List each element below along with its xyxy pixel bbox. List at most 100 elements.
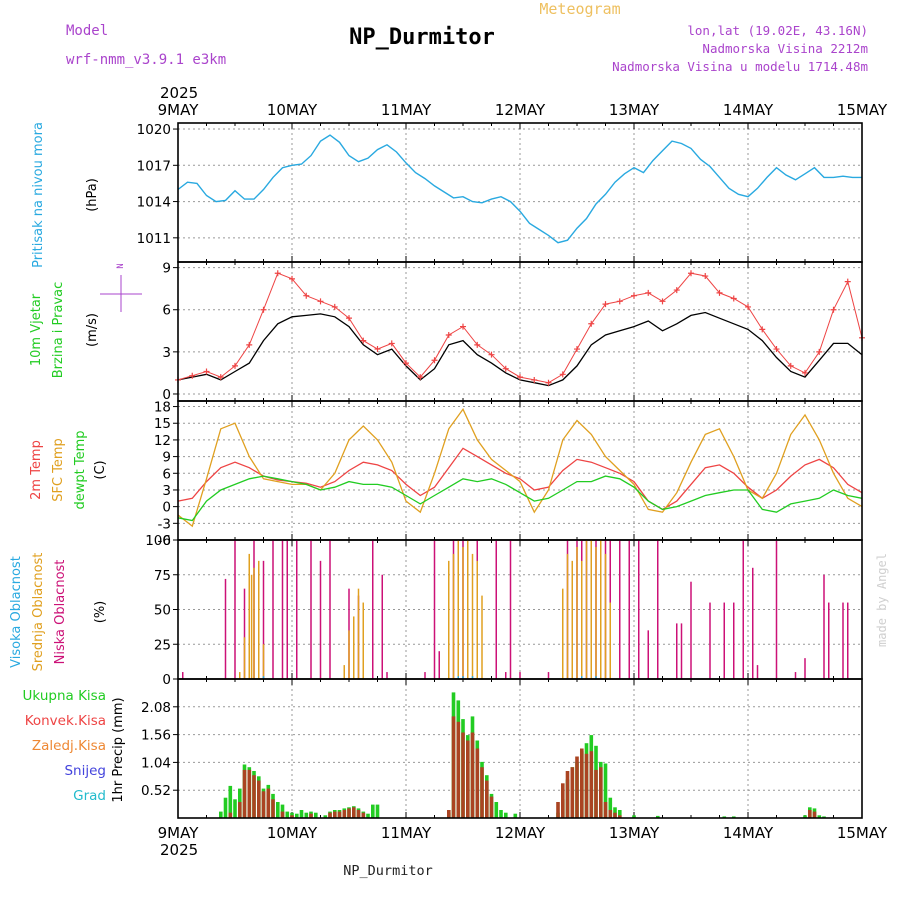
credit-watermark: made by Angel [875,553,889,647]
compass-north: N [116,263,126,268]
gust-marker [445,332,452,339]
gust-marker [759,326,766,333]
pressure-panel: 1011 1014 1017 1020 [137,122,863,263]
cloud-ylabel-3: Niska Oblacnost [53,560,68,665]
total-precip-bar [618,810,622,818]
date-tick-top: 11MAY [381,101,432,119]
y-tick-label: 6 [162,466,171,482]
total-precip-bar [285,811,290,818]
date-tick-top: 13MAY [609,101,660,119]
date-tick-bottom: 15MAY [837,824,888,842]
gust-marker [688,270,694,277]
precip-legend-hail: Grad [73,788,106,804]
total-precip-bar [323,815,328,818]
date-tick-top: 10MAY [267,101,318,119]
date-tick-bottom: 13MAY [609,824,660,842]
conv-precip-bar [261,791,266,818]
gust-marker [730,295,737,302]
temp-ylabel-3: dewpt Temp [73,430,88,509]
total-precip-bar [613,807,617,818]
gust-marker [346,315,352,322]
date-tick-top: 9MAY [158,101,200,119]
conv-precip-bar [475,748,480,818]
conv-precip-bar [328,812,332,818]
conv-precip-bar [257,780,261,818]
y-tick-label: 100 [145,533,171,549]
conv-precip-bar [594,769,598,818]
y-tick-label: 1011 [137,231,171,247]
conv-precip-bar [280,811,285,818]
gust-marker [602,301,609,308]
footer-station: NP_Durmitor [343,863,432,879]
date-tick-bottom: 12MAY [495,824,546,842]
conv-precip-bar [342,810,347,818]
total-precip-bar [314,812,318,818]
pressure-unit: (hPa) [85,178,100,212]
panel-border [177,678,863,819]
lonlat-label: lon,lat (19.02E, 43.16N) [687,23,868,38]
gust-marker [659,298,666,305]
conv-precip-bar [570,767,575,818]
conv-precip-bar [613,812,617,818]
y-tick-label: 15 [154,416,171,432]
total-precip-bar [504,812,508,818]
total-precip-bar [366,813,370,818]
gust-marker [631,292,637,299]
precip-panel: 0.52 1.04 1.56 2.08 [141,678,863,819]
total-precip-bar [228,785,233,818]
clouds-panel: 0 25 50 75 100 [145,533,863,688]
conv-precip-bar [271,799,275,818]
date-tick-top: 15MAY [837,101,888,119]
compass-rose: N [100,263,142,312]
y-tick-label: 1.04 [141,755,171,771]
cloud-unit: (%) [93,601,108,624]
y-tick-label: 0.52 [141,783,171,799]
precip-legend-frz: Zaledj.Kisa [32,738,106,754]
y-tick-label: 25 [154,637,171,653]
conv-precip-bar [238,802,242,818]
date-tick-bottom: 11MAY [381,824,432,842]
bottom-date-axis: 9MAY 10MAY 11MAY 12MAY 13MAY 14MAY 15MAY [158,824,888,842]
precip-legend-conv: Konvek.Kisa [25,713,106,729]
date-tick-top: 12MAY [495,101,546,119]
gust-marker [502,365,509,372]
gust-marker [545,379,552,386]
gust-marker [388,340,395,347]
pressure-line [177,134,862,244]
conv-precip-bar [290,815,294,818]
wind-panel: 0 3 6 9 [162,261,865,403]
top-date-axis: 9MAY 10MAY 11MAY 12MAY 13MAY 14MAY 15MAY [158,101,888,119]
total-precip-bar [632,815,636,818]
total-precip-bar [223,797,228,818]
y-tick-label: 9 [162,261,171,277]
gust-marker [431,357,438,364]
temp-dewpt-line [177,475,863,522]
cloud-ylabel-2: Srednja Oblacnost [31,553,46,672]
y-tick-label: 1020 [137,122,171,138]
y-tick-label: 75 [154,568,171,584]
gust-marker [303,292,310,299]
conv-precip-bar [580,748,584,818]
gust-marker [331,303,338,310]
y-tick-label: 0 [162,387,171,403]
gust-marker [460,323,466,330]
y-tick-label: -6 [158,533,171,549]
conv-precip-bar [247,769,252,818]
conv-precip-bar [480,767,484,818]
conv-precip-bar [266,788,271,818]
temp-ylabel-1: 2m Temp [29,440,44,500]
y-tick-label: 3 [162,483,171,499]
gust-marker [260,306,267,313]
date-tick-top: 14MAY [723,101,774,119]
gust-marker [673,287,680,294]
conv-precip-bar [466,740,470,818]
total-precip-bar [299,810,304,818]
conv-precip-bar [309,813,313,818]
gust-marker [645,289,652,296]
y-tick-label: 1017 [137,158,171,174]
model-name: wrf-nmm_v3.9.1 e3km [66,52,226,68]
total-precip-bar [603,763,608,818]
conv-precip-bar [812,811,817,818]
y-tick-label: 1014 [137,195,171,211]
gust-marker [716,289,723,296]
